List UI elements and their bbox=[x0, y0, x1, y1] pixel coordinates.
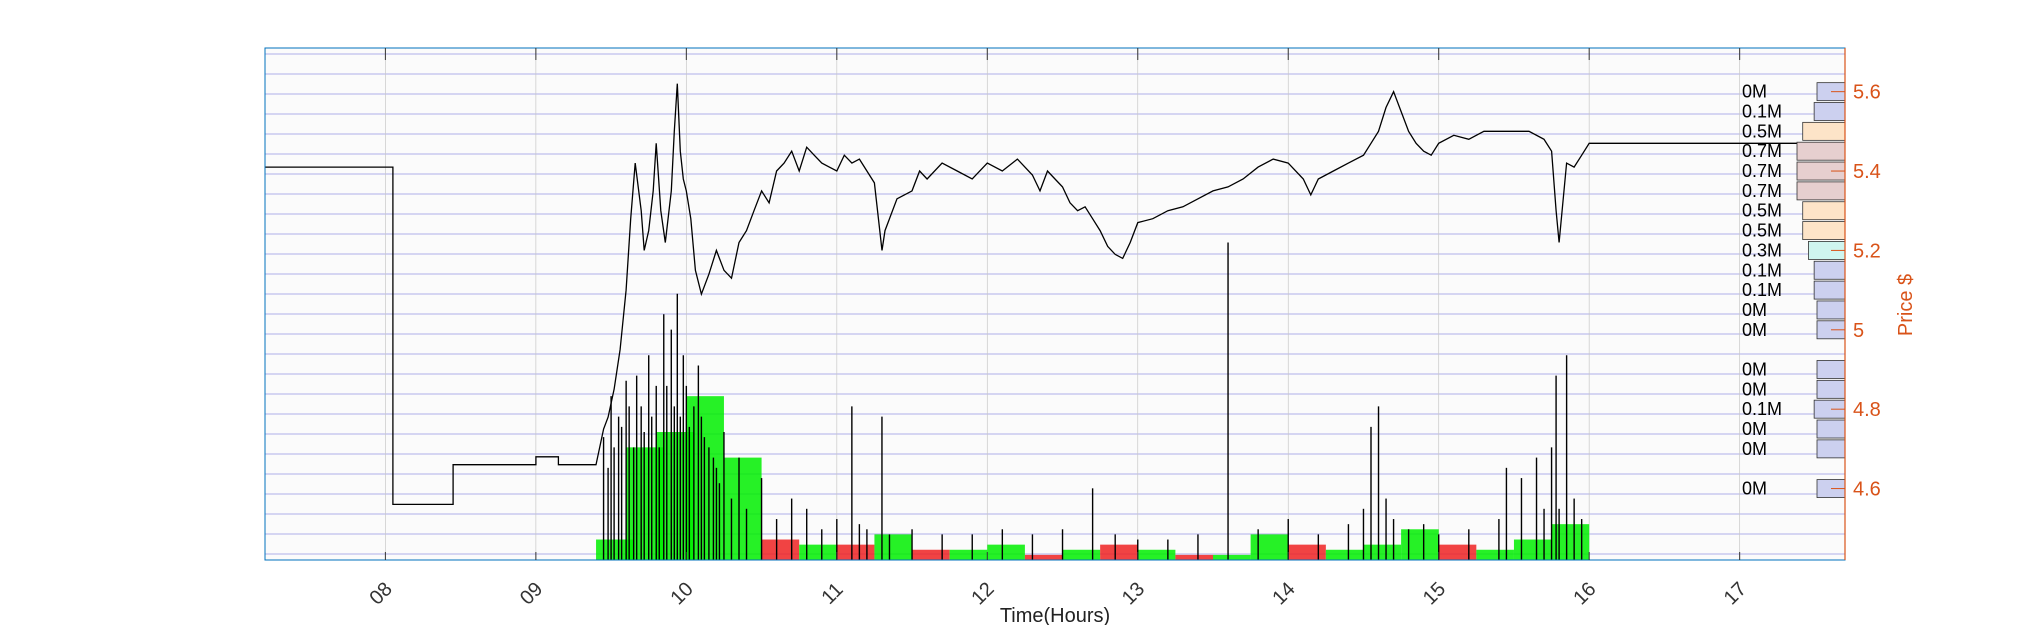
y-tick-label: 5.6 bbox=[1853, 82, 1881, 104]
volume-bar bbox=[1513, 539, 1552, 560]
volume-bar bbox=[1175, 554, 1213, 560]
volume-bar bbox=[836, 544, 875, 560]
profile-label: 0.7M bbox=[1742, 161, 1782, 181]
profile-label: 0.5M bbox=[1742, 201, 1782, 221]
volume-bar bbox=[799, 544, 837, 560]
profile-label: 0.1M bbox=[1742, 399, 1782, 419]
profile-bar bbox=[1816, 419, 1846, 439]
profile-bar bbox=[1816, 300, 1846, 320]
profile-label: 0.5M bbox=[1742, 121, 1782, 141]
profile-bar bbox=[1802, 121, 1846, 141]
y-axis-right: 4.6 4.8 5 5.2 5.4 5.6 Price $ bbox=[1831, 82, 1917, 501]
profile-label: 0.3M bbox=[1742, 240, 1782, 260]
profile-bar bbox=[1816, 379, 1846, 399]
y-tick-label: 5.2 bbox=[1853, 240, 1881, 262]
volume-bar bbox=[987, 544, 1025, 560]
profile-bar bbox=[1796, 181, 1846, 201]
x-tick-label: 17 bbox=[1720, 578, 1751, 609]
volume-bars-coarse bbox=[596, 396, 1590, 560]
profile-bar bbox=[1796, 141, 1846, 161]
x-axis-label: Time(Hours) bbox=[1000, 605, 1110, 625]
x-tick-label: 14 bbox=[1268, 578, 1299, 609]
y-tick-label: 5.4 bbox=[1853, 161, 1881, 183]
volume-bar bbox=[912, 549, 950, 560]
volume-bar bbox=[1024, 554, 1063, 560]
x-tick-label: 13 bbox=[1118, 578, 1149, 609]
y-tick-label: 5 bbox=[1853, 320, 1864, 342]
volume-profile: 0M0.1M0.5M0.7M0.7M0.7M0.5M0.5M0.3M0.1M0.… bbox=[1742, 82, 1846, 499]
horizontal-grid bbox=[265, 53, 1845, 555]
volume-bar bbox=[1062, 549, 1101, 560]
volume-bar bbox=[1213, 554, 1251, 560]
profile-label: 0M bbox=[1742, 359, 1767, 379]
volume-bars-fine bbox=[602, 242, 1583, 560]
volume-bar bbox=[1438, 544, 1477, 560]
profile-bar bbox=[1802, 201, 1846, 221]
profile-label: 0.5M bbox=[1742, 221, 1782, 241]
volume-bar bbox=[761, 539, 800, 560]
y-tick-label: 4.6 bbox=[1853, 479, 1881, 501]
profile-bar bbox=[1813, 280, 1846, 300]
volume-bar bbox=[874, 534, 913, 560]
x-tick-label: 11 bbox=[817, 579, 847, 609]
profile-label: 0.1M bbox=[1742, 280, 1782, 300]
volume-bar bbox=[1100, 544, 1138, 560]
plot-area bbox=[265, 48, 1845, 560]
volume-bar bbox=[1551, 524, 1590, 560]
volume-bar bbox=[1250, 534, 1289, 560]
x-tick-label: 09 bbox=[516, 578, 547, 609]
x-tick-label: 12 bbox=[967, 578, 998, 609]
volume-bar bbox=[723, 457, 762, 560]
volume-bar bbox=[1137, 549, 1176, 560]
x-tick-label: 16 bbox=[1569, 578, 1600, 609]
volume-bar bbox=[1325, 549, 1364, 560]
profile-label: 0.7M bbox=[1742, 141, 1782, 161]
profile-label: 0M bbox=[1742, 419, 1767, 439]
profile-label: 0.1M bbox=[1742, 102, 1782, 122]
profile-label: 0.7M bbox=[1742, 181, 1782, 201]
profile-bar bbox=[1816, 360, 1846, 379]
volume-bar bbox=[949, 549, 988, 560]
profile-bar bbox=[1802, 221, 1846, 240]
volume-bar bbox=[1288, 544, 1326, 560]
profile-label: 0.1M bbox=[1742, 260, 1782, 280]
profile-label: 0M bbox=[1742, 479, 1767, 499]
volume-bar bbox=[1476, 549, 1514, 560]
profile-label: 0M bbox=[1742, 82, 1767, 102]
profile-label: 0M bbox=[1742, 379, 1767, 399]
volume-bar bbox=[1363, 544, 1402, 560]
x-tick-label: 15 bbox=[1419, 578, 1450, 609]
price-line bbox=[265, 83, 1845, 506]
profile-bar bbox=[1813, 102, 1846, 121]
volume-bar bbox=[1401, 529, 1439, 560]
y-tick-label: 4.8 bbox=[1853, 399, 1881, 421]
x-tick-label: 08 bbox=[365, 578, 396, 609]
profile-label: 0M bbox=[1742, 300, 1767, 320]
volume-bar bbox=[596, 539, 634, 560]
profile-label: 0M bbox=[1742, 320, 1767, 340]
profile-label: 0M bbox=[1742, 439, 1767, 459]
profile-bar bbox=[1816, 439, 1846, 459]
profile-bar bbox=[1813, 260, 1846, 280]
x-tick-label: 10 bbox=[666, 578, 697, 609]
y-axis-label: Price $ bbox=[1895, 274, 1917, 336]
volume-bar bbox=[686, 396, 724, 560]
